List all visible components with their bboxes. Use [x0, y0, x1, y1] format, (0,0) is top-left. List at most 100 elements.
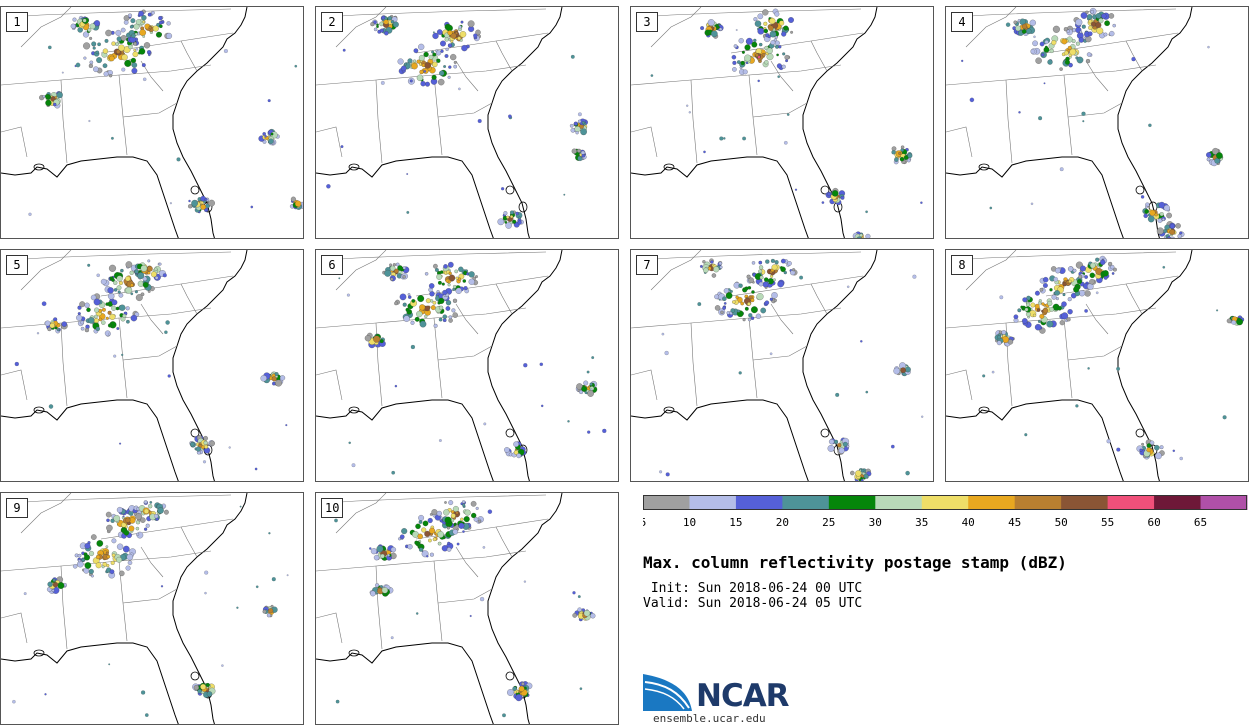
- reflectivity-cell: [747, 286, 752, 290]
- reflectivity-cell: [473, 33, 478, 38]
- reflectivity-cell: [154, 276, 159, 280]
- reflectivity-cell: [107, 287, 114, 294]
- reflectivity-cell: [264, 135, 267, 138]
- reflectivity-cell: [784, 54, 790, 60]
- reflectivity-cell: [418, 547, 424, 552]
- reflectivity-cell: [23, 592, 27, 595]
- reflectivity-cell: [406, 173, 409, 175]
- reflectivity-cell: [190, 441, 195, 447]
- reflectivity-cell: [1034, 323, 1042, 331]
- reflectivity-cell: [271, 376, 277, 382]
- reflectivity-cell: [1034, 290, 1040, 296]
- reflectivity-cell: [150, 271, 157, 278]
- reflectivity-cell: [723, 288, 730, 294]
- reflectivity-cell: [772, 30, 775, 33]
- state-border: [1125, 40, 1143, 72]
- reflectivity-cell: [402, 266, 406, 270]
- reflectivity-cell: [44, 693, 47, 696]
- reflectivity-cell: [414, 540, 419, 545]
- reflectivity-cell: [83, 552, 88, 557]
- ensemble-member-panel: 3: [630, 6, 934, 239]
- reflectivity-cell: [1159, 445, 1164, 450]
- reflectivity-cell: [756, 293, 764, 301]
- reflectivity-cell: [76, 314, 83, 321]
- reflectivity-cell: [42, 95, 46, 98]
- reflectivity-cell: [742, 69, 748, 75]
- state-border: [1005, 79, 1013, 164]
- reflectivity-cell: [436, 273, 443, 280]
- reflectivity-cell: [125, 517, 131, 523]
- reflectivity-cell: [191, 199, 198, 207]
- reflectivity-cell: [56, 91, 63, 99]
- reflectivity-cell: [1030, 302, 1036, 308]
- reflectivity-cell: [1017, 308, 1022, 313]
- reflectivity-cell: [725, 292, 733, 299]
- reflectivity-cell: [863, 473, 869, 479]
- reflectivity-cell: [702, 260, 706, 264]
- reflectivity-cell: [781, 64, 786, 69]
- reflectivity-cell: [101, 565, 105, 569]
- reflectivity-cell: [204, 197, 208, 201]
- ensemble-member-panel: 9: [0, 492, 304, 725]
- state-border: [122, 588, 178, 604]
- reflectivity-cell: [1047, 300, 1053, 307]
- reflectivity-cell: [52, 582, 59, 588]
- reflectivity-cell: [750, 306, 758, 314]
- reflectivity-cell: [115, 29, 122, 36]
- reflectivity-cell: [437, 280, 442, 285]
- reflectivity-cell: [539, 362, 543, 367]
- reflectivity-cell: [340, 145, 344, 149]
- reflectivity-cell: [108, 332, 111, 336]
- state-border: [1, 612, 28, 644]
- state-border: [10, 494, 232, 504]
- reflectivity-cell: [47, 327, 52, 332]
- reflectivity-cell: [130, 57, 137, 64]
- ensemble-member-panel: 10: [315, 492, 619, 725]
- reflectivity-cell: [1013, 314, 1019, 320]
- reflectivity-cell: [111, 299, 118, 306]
- reflectivity-cell: [432, 52, 437, 57]
- reflectivity-cell: [862, 472, 866, 476]
- reflectivity-cell: [450, 53, 457, 61]
- reflectivity-cell: [1084, 290, 1091, 297]
- reflectivity-cell: [56, 328, 60, 332]
- reflectivity-cell: [41, 301, 47, 307]
- reflectivity-cell: [450, 32, 457, 39]
- gulf-coastline: [316, 642, 494, 724]
- state-border: [335, 7, 387, 48]
- reflectivity-cell: [438, 297, 445, 304]
- reflectivity-cell: [787, 261, 792, 266]
- reflectivity-cell: [1163, 204, 1170, 212]
- reflectivity-cell: [373, 335, 381, 343]
- lake: [190, 671, 200, 681]
- reflectivity-cell: [982, 374, 986, 378]
- reflectivity-cell: [1146, 443, 1152, 448]
- state-border: [631, 126, 658, 158]
- reflectivity-cell: [475, 29, 481, 36]
- reflectivity-cell: [151, 10, 155, 15]
- reflectivity-cell: [730, 308, 735, 313]
- reflectivity-cell: [129, 270, 134, 275]
- reflectivity-cell: [204, 570, 209, 575]
- reflectivity-cell: [77, 560, 84, 568]
- reflectivity-cell: [270, 604, 274, 608]
- reflectivity-cell: [397, 58, 404, 65]
- reflectivity-cell: [580, 128, 587, 136]
- state-border: [455, 303, 479, 335]
- reflectivity-cell: [831, 190, 839, 197]
- reflectivity-cell: [188, 199, 191, 203]
- reflectivity-cell: [1087, 367, 1090, 370]
- reflectivity-cell: [390, 636, 394, 640]
- reflectivity-cell: [142, 77, 147, 82]
- reflectivity-cell: [747, 302, 751, 306]
- reflectivity-cell: [204, 591, 207, 595]
- reflectivity-map: [946, 7, 1224, 238]
- state-border: [1045, 275, 1179, 297]
- reflectivity-cell: [794, 188, 798, 191]
- reflectivity-cell: [587, 390, 594, 397]
- reflectivity-cell: [900, 145, 905, 149]
- reflectivity-cell: [501, 187, 505, 191]
- reflectivity-cell: [759, 275, 764, 280]
- reflectivity-cell: [444, 516, 452, 524]
- state-border: [437, 345, 493, 361]
